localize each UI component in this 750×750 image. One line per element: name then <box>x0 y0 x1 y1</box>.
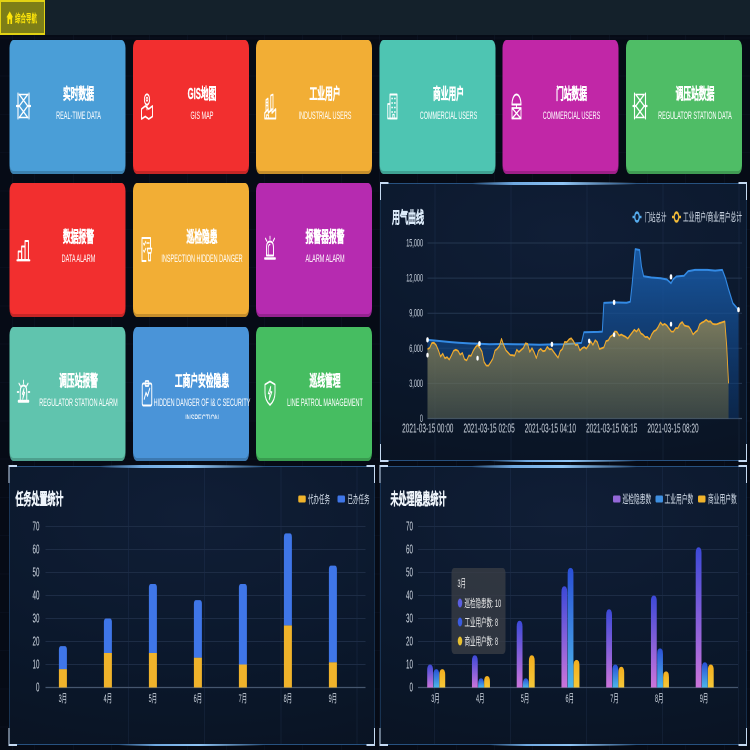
svg-text:20: 20 <box>33 635 40 649</box>
svg-text:10: 10 <box>33 658 40 672</box>
svg-text:0: 0 <box>410 681 414 695</box>
svg-text:0: 0 <box>420 412 423 425</box>
svg-text:2021-03-15 06:15: 2021-03-15 06:15 <box>586 422 637 436</box>
svg-text:未处理隐患统计: 未处理隐患统计 <box>390 489 447 508</box>
svg-text:3月: 3月 <box>59 692 68 705</box>
svg-text:5月: 5月 <box>521 692 530 705</box>
svg-text:门站总计: 门站总计 <box>645 210 667 224</box>
svg-text:6,000: 6,000 <box>409 342 423 355</box>
svg-text:70: 70 <box>33 520 40 534</box>
svg-text:8月: 8月 <box>655 692 664 705</box>
svg-text:工业用户/商业用户总计: 工业用户/商业用户总计 <box>683 210 742 224</box>
svg-text:12,000: 12,000 <box>406 271 423 284</box>
svg-text:30: 30 <box>33 612 40 626</box>
svg-text:7月: 7月 <box>239 692 248 705</box>
svg-text:代办任务: 代办任务 <box>308 492 330 506</box>
svg-text:6月: 6月 <box>565 692 574 705</box>
svg-text:5月: 5月 <box>149 692 158 705</box>
svg-text:9,000: 9,000 <box>409 307 423 320</box>
svg-text:40: 40 <box>33 589 40 603</box>
svg-text:7月: 7月 <box>610 692 619 705</box>
svg-text:50: 50 <box>406 566 413 580</box>
svg-text:40: 40 <box>406 589 413 603</box>
svg-text:任务处置统计: 任务处置统计 <box>15 489 64 508</box>
svg-text:60: 60 <box>406 543 413 557</box>
svg-text:2021-03-15 08:20: 2021-03-15 08:20 <box>647 422 698 436</box>
svg-text:4月: 4月 <box>476 692 485 705</box>
svg-text:70: 70 <box>406 520 413 534</box>
svg-text:工业用户数: 8: 工业用户数: 8 <box>465 615 499 629</box>
svg-text:20: 20 <box>406 635 413 649</box>
svg-text:已办任务: 已办任务 <box>348 492 370 506</box>
svg-text:用气曲线: 用气曲线 <box>391 208 424 227</box>
svg-text:50: 50 <box>33 566 40 580</box>
svg-text:4月: 4月 <box>104 692 113 705</box>
svg-text:工业用户数: 工业用户数 <box>665 492 694 506</box>
svg-text:2021-03-15 02:05: 2021-03-15 02:05 <box>463 422 514 436</box>
svg-text:商业用户数: 8: 商业用户数: 8 <box>465 634 499 648</box>
svg-text:9月: 9月 <box>700 692 709 705</box>
svg-text:0: 0 <box>36 681 40 695</box>
svg-text:2021-03-15 00:00: 2021-03-15 00:00 <box>402 422 453 436</box>
svg-text:60: 60 <box>33 543 40 557</box>
svg-text:9月: 9月 <box>329 692 338 705</box>
svg-text:8月: 8月 <box>284 692 293 705</box>
svg-text:巡检隐患数: 巡检隐患数 <box>623 492 652 506</box>
svg-text:3月: 3月 <box>458 577 467 590</box>
svg-text:6月: 6月 <box>194 692 203 705</box>
svg-text:3,000: 3,000 <box>409 377 423 390</box>
svg-text:巡检隐患数: 10: 巡检隐患数: 10 <box>465 596 502 610</box>
svg-text:10: 10 <box>406 658 413 672</box>
svg-text:3月: 3月 <box>431 692 440 705</box>
svg-text:商业用户数: 商业用户数 <box>708 492 737 506</box>
svg-text:15,000: 15,000 <box>406 236 423 249</box>
svg-text:30: 30 <box>406 612 413 626</box>
svg-text:2021-03-15 04:10: 2021-03-15 04:10 <box>525 422 576 436</box>
